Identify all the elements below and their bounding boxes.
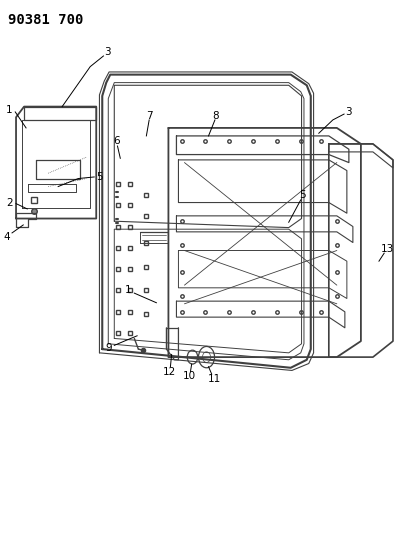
Text: 3: 3 (345, 107, 351, 117)
Text: 7: 7 (146, 111, 152, 120)
Text: 8: 8 (213, 111, 219, 120)
Text: 6: 6 (113, 136, 119, 146)
Text: 9: 9 (106, 343, 112, 352)
Text: 2: 2 (7, 198, 13, 207)
Text: 10: 10 (183, 372, 196, 381)
Text: 4: 4 (4, 232, 10, 242)
Text: 5: 5 (300, 190, 306, 199)
Text: 1: 1 (6, 106, 12, 115)
Text: 90381 700: 90381 700 (8, 13, 83, 27)
Text: 11: 11 (208, 374, 221, 384)
Text: 5: 5 (96, 172, 103, 182)
Text: 13: 13 (380, 245, 394, 254)
Text: 3: 3 (104, 47, 111, 57)
Text: 1: 1 (125, 286, 132, 295)
Text: 12: 12 (163, 367, 176, 377)
